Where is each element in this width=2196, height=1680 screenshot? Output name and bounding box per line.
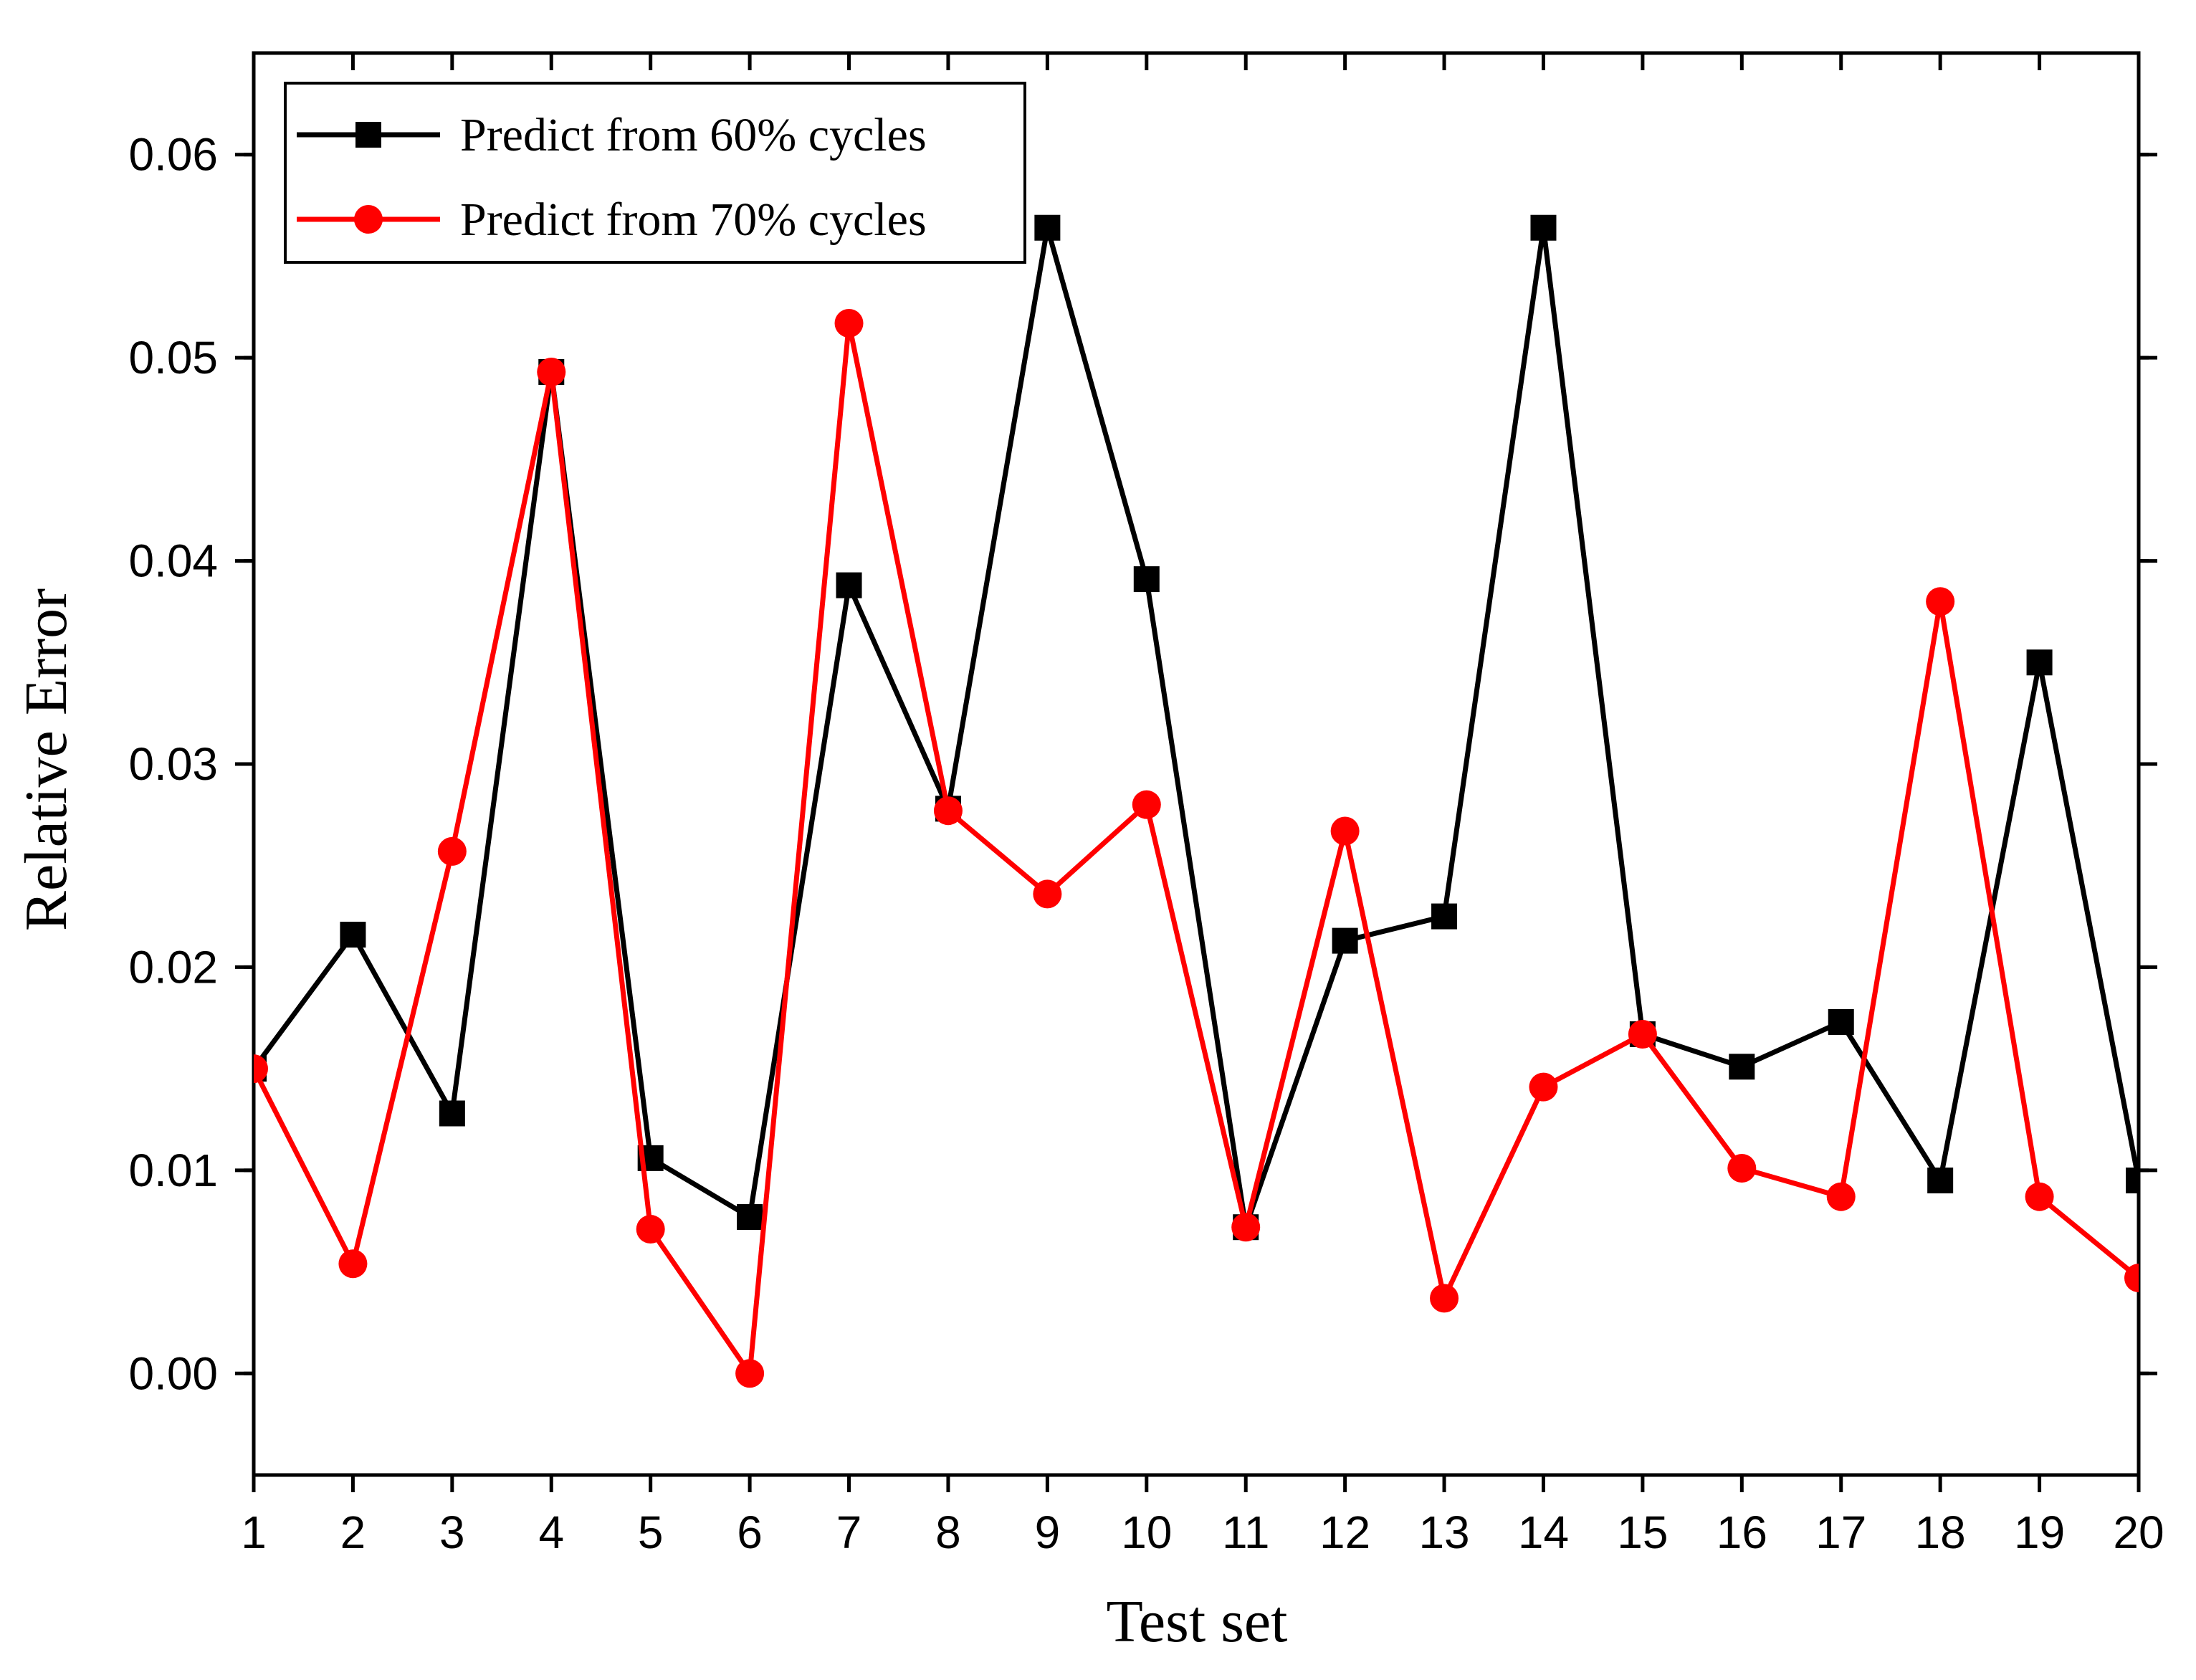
y-tick-label: 0.01 <box>128 1145 218 1196</box>
data-point-circle <box>1330 816 1360 846</box>
data-point-circle <box>1231 1213 1261 1242</box>
y-tick-label: 0.04 <box>128 535 218 587</box>
y-tick-label: 0.05 <box>128 332 218 383</box>
data-point-square <box>1530 214 1557 241</box>
x-tick-label: 13 <box>1418 1507 1469 1558</box>
data-point-square <box>1133 566 1160 593</box>
data-point-circle <box>1826 1182 1856 1211</box>
data-point-circle <box>1628 1019 1657 1049</box>
x-tick-label: 4 <box>538 1507 564 1558</box>
data-point-circle <box>537 357 566 386</box>
data-point-circle <box>1727 1154 1757 1183</box>
y-tick-label: 0.03 <box>128 738 218 790</box>
data-point-square <box>2126 1168 2139 1194</box>
legend-label: Predict from 70% cycles <box>460 194 927 246</box>
x-tick-label: 11 <box>1222 1507 1269 1558</box>
data-point-square <box>1927 1168 1954 1194</box>
x-axis-title: Test set <box>1106 1588 1287 1655</box>
x-tick-label: 1 <box>241 1507 267 1558</box>
data-point-circle <box>933 796 963 826</box>
x-tick-label: 15 <box>1617 1507 1668 1558</box>
x-tick-label: 18 <box>1915 1507 1966 1558</box>
x-tick-label: 10 <box>1121 1507 1172 1558</box>
plot-series <box>254 214 2139 1388</box>
x-tick-label: 17 <box>1815 1507 1866 1558</box>
x-tick-label: 16 <box>1717 1507 1767 1558</box>
data-point-square <box>439 1100 465 1127</box>
y-axis-title: Relative Error <box>13 588 80 931</box>
data-point-circle <box>636 1215 665 1244</box>
data-point-circle <box>2124 1264 2139 1293</box>
data-point-circle <box>834 308 864 338</box>
legend-box <box>284 82 1026 264</box>
legend-label: Predict from 60% cycles <box>460 109 927 161</box>
data-point-square <box>340 922 366 948</box>
data-point-circle <box>735 1359 765 1388</box>
legend: Predict from 60% cycles Predict from 70% … <box>284 82 1026 264</box>
x-tick-label: 19 <box>2014 1507 2065 1558</box>
data-point-circle <box>1529 1072 1558 1102</box>
data-point-square <box>737 1204 763 1231</box>
x-tick-label: 2 <box>340 1507 366 1558</box>
series-line <box>254 323 2139 1381</box>
axes: 1 2 3 4 5 6 7 8 9 10 11 12 13 14 15 16 17 18 19 200.000.010… <box>128 51 2164 1558</box>
x-tick-label: 8 <box>935 1507 961 1558</box>
y-tick-label: 0.02 <box>128 941 218 993</box>
data-point-square <box>1431 903 1458 930</box>
data-point-square <box>1729 1054 1755 1080</box>
x-tick-label: 12 <box>1319 1507 1370 1558</box>
data-point-circle <box>254 1054 268 1084</box>
data-point-circle <box>1926 587 1955 616</box>
data-point-square <box>1332 927 1358 954</box>
data-point-square <box>2026 649 2053 676</box>
x-tick-label: 7 <box>836 1507 862 1558</box>
legend-circle-marker <box>354 205 383 234</box>
y-tick-label: 0.00 <box>128 1347 218 1399</box>
data-point-square <box>1034 214 1061 241</box>
series-2 <box>254 308 2139 1388</box>
y-tick-label: 0.06 <box>128 129 218 181</box>
data-point-circle <box>338 1249 368 1279</box>
x-tick-label: 20 <box>2113 1507 2164 1558</box>
x-tick-label: 14 <box>1518 1507 1569 1558</box>
x-tick-label: 6 <box>737 1507 763 1558</box>
legend-square-marker <box>355 122 381 148</box>
data-point-circle <box>1430 1284 1459 1313</box>
data-point-circle <box>1033 879 1062 909</box>
x-tick-label: 9 <box>1035 1507 1061 1558</box>
data-point-circle <box>2025 1182 2054 1211</box>
data-point-circle <box>1132 790 1161 819</box>
x-tick-label: 3 <box>439 1507 465 1558</box>
data-point-square <box>1828 1008 1854 1035</box>
data-point-circle <box>437 836 467 866</box>
data-point-square <box>836 572 862 598</box>
x-tick-label: 5 <box>638 1507 664 1558</box>
